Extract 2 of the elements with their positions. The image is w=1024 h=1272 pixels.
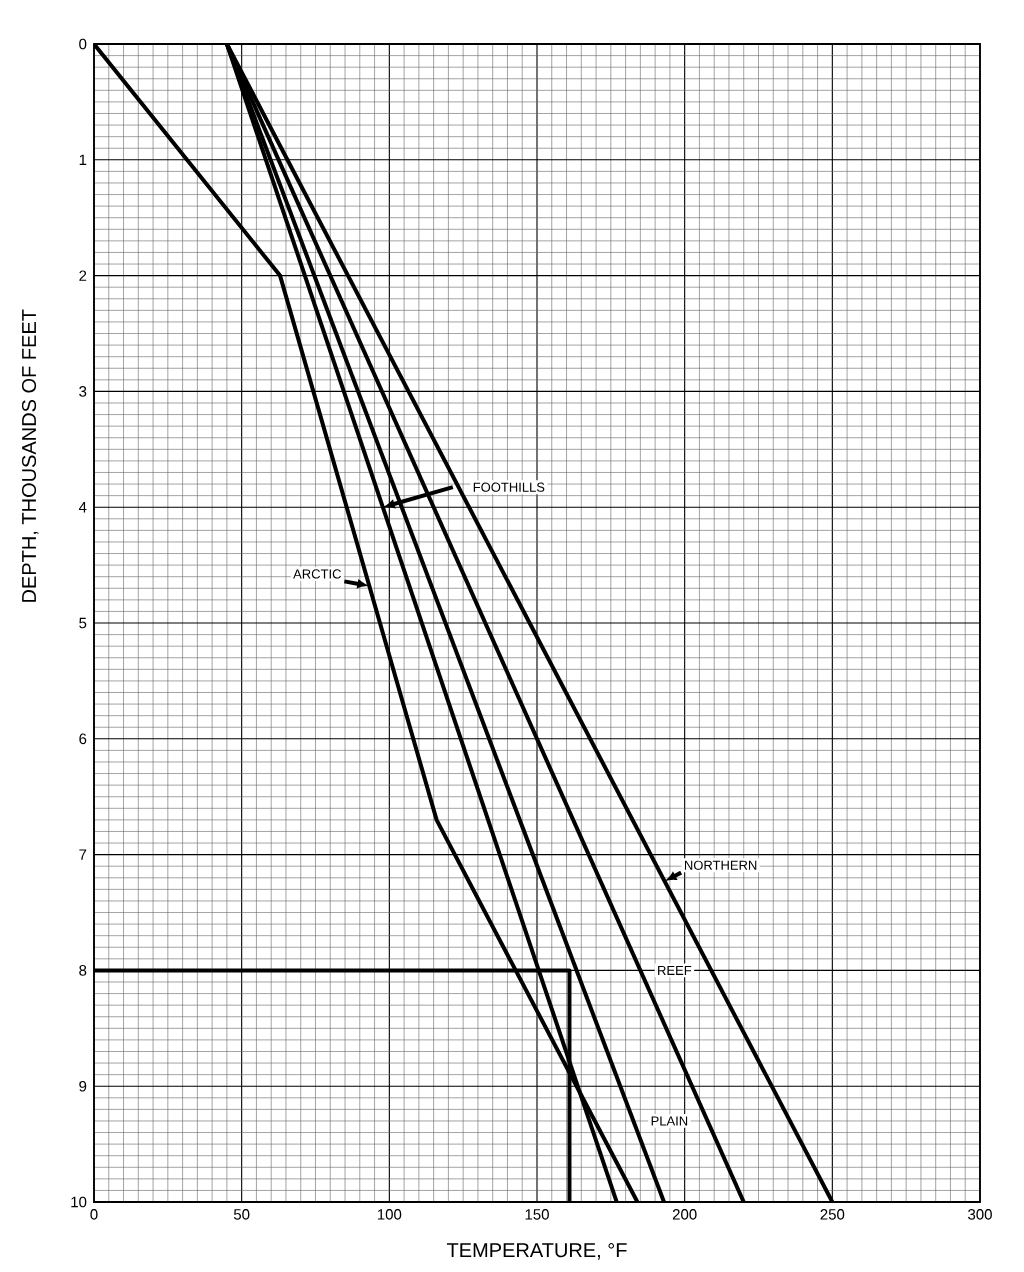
y-axis-title: DEPTH, THOUSANDS OF FEET: [21, 309, 39, 602]
x-axis-title: TEMPERATURE, °F: [446, 1243, 627, 1260]
